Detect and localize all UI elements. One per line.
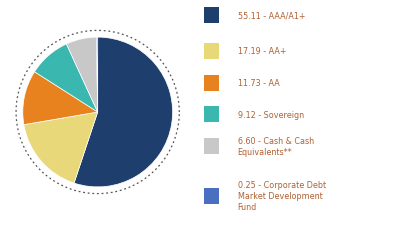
Wedge shape bbox=[66, 38, 98, 112]
FancyBboxPatch shape bbox=[204, 138, 219, 154]
Wedge shape bbox=[35, 45, 98, 112]
Text: 55.11 - AAA/A1+: 55.11 - AAA/A1+ bbox=[238, 11, 305, 20]
Wedge shape bbox=[24, 112, 98, 183]
FancyBboxPatch shape bbox=[204, 75, 219, 91]
FancyBboxPatch shape bbox=[204, 8, 219, 24]
Text: 9.12 - Sovereign: 9.12 - Sovereign bbox=[238, 110, 304, 119]
Text: 11.73 - AA: 11.73 - AA bbox=[238, 79, 280, 88]
Wedge shape bbox=[96, 38, 98, 112]
Wedge shape bbox=[23, 72, 98, 125]
Text: 0.25 - Corporate Debt
Market Development
Fund: 0.25 - Corporate Debt Market Development… bbox=[238, 180, 326, 211]
Wedge shape bbox=[74, 38, 173, 187]
FancyBboxPatch shape bbox=[204, 188, 219, 204]
FancyBboxPatch shape bbox=[204, 44, 219, 60]
FancyBboxPatch shape bbox=[204, 107, 219, 123]
Text: 17.19 - AA+: 17.19 - AA+ bbox=[238, 47, 286, 56]
Text: 6.60 - Cash & Cash
Equivalents**: 6.60 - Cash & Cash Equivalents** bbox=[238, 136, 314, 156]
